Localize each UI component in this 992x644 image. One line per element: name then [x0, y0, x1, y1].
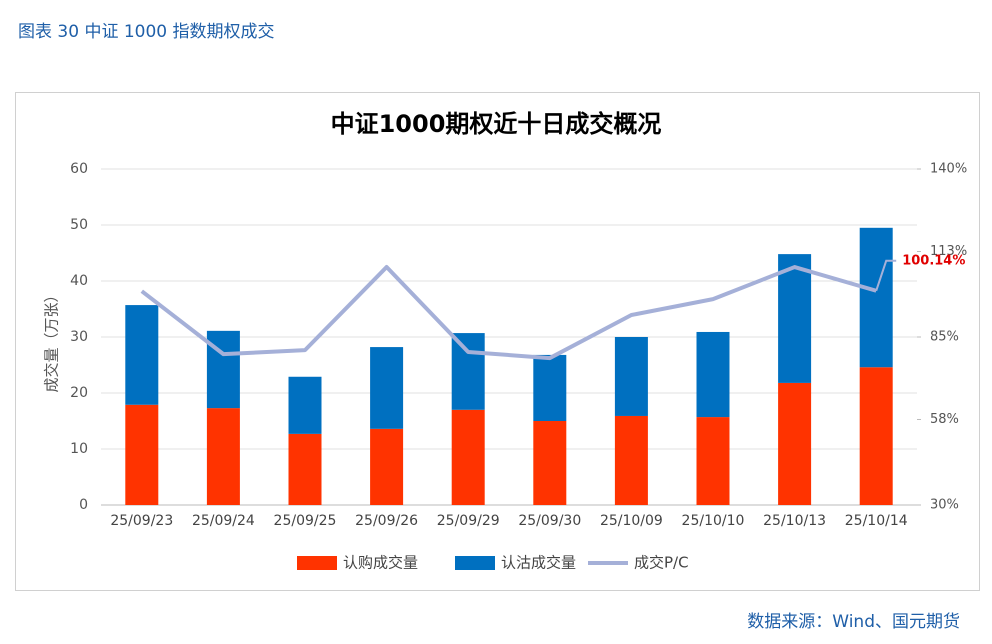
- value-label: 100.14%: [902, 253, 965, 268]
- y-tick-label: 40: [70, 273, 88, 289]
- y-tick-label: 0: [79, 497, 88, 513]
- bar: [370, 347, 404, 429]
- header: 图表 30 中证 1000 指数期权成交: [18, 22, 275, 42]
- x-tick-label: 25/09/26: [355, 513, 418, 529]
- y2-tick-label: 140%: [930, 162, 967, 177]
- bar: [370, 428, 404, 505]
- bar: [778, 254, 812, 383]
- bar: [125, 305, 159, 405]
- bar: [288, 376, 322, 434]
- label-leader: [875, 259, 897, 292]
- x-tick-label: 25/10/14: [845, 513, 908, 529]
- bar: [206, 408, 240, 505]
- bar: [533, 354, 567, 421]
- y2-tick-label: 85%: [930, 330, 959, 345]
- x-tick-label: 25/09/23: [110, 513, 173, 529]
- y-axis-label: 成交量（万张）: [43, 287, 61, 392]
- chart-frame: [15, 92, 980, 591]
- y2-tick-label: 58%: [930, 412, 959, 427]
- y2-tick-label: 113%: [930, 244, 967, 259]
- line: [140, 265, 877, 361]
- x-tick-label: 25/09/24: [192, 513, 255, 529]
- y-tick-label: 50: [70, 217, 88, 233]
- bar: [125, 404, 159, 505]
- bar: [859, 227, 893, 368]
- bar: [533, 421, 567, 505]
- bar: [614, 415, 648, 505]
- x-tick-label: 25/09/25: [274, 513, 337, 529]
- legend-label: 认购成交量: [343, 554, 418, 572]
- bar: [206, 330, 240, 409]
- bar: [614, 337, 648, 416]
- legend-swatch: [455, 556, 495, 570]
- legend-label: 成交P/C: [634, 554, 689, 572]
- bar: [451, 409, 485, 505]
- y-tick-label: 30: [70, 329, 88, 345]
- y-tick-label: 10: [70, 441, 88, 457]
- chart-title: 中证1000期权近十日成交概况: [331, 110, 662, 138]
- source: 数据来源：Wind、国元期货: [747, 612, 960, 632]
- bar: [696, 417, 730, 505]
- bar: [451, 333, 485, 410]
- y-tick-label: 20: [70, 385, 88, 401]
- x-tick-label: 25/10/10: [682, 513, 745, 529]
- bar: [859, 367, 893, 505]
- bar: [778, 382, 812, 505]
- y-tick-label: 60: [70, 161, 88, 177]
- x-tick-label: 25/10/13: [763, 513, 826, 529]
- x-tick-label: 25/10/09: [600, 513, 663, 529]
- y2-tick-label: 30%: [930, 498, 959, 513]
- x-tick-label: 25/09/30: [518, 513, 581, 529]
- bar: [696, 331, 730, 418]
- legend-label: 认沽成交量: [501, 554, 576, 572]
- bar: [288, 433, 322, 505]
- legend-swatch: [297, 556, 337, 570]
- x-tick-label: 25/09/29: [437, 513, 500, 529]
